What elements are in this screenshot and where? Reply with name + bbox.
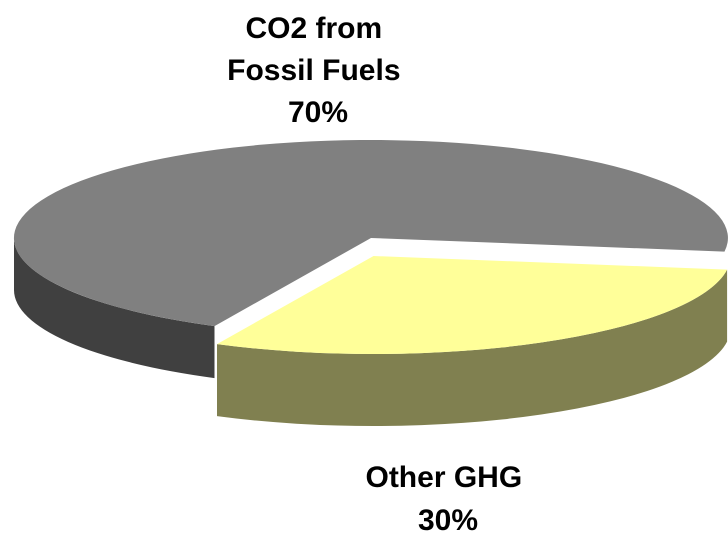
slice-label-other-ghg: Other GHG 30% [365, 461, 530, 537]
slice-side-co2-fossil-fuels [13, 238, 215, 379]
slice-side-other-ghg [217, 269, 728, 427]
slice-label-other-ghg-percent: 30% [418, 504, 478, 537]
slice-group-other-ghg [217, 256, 728, 427]
slice-label-co2-line-2: Fossil Fuels [227, 54, 400, 87]
slice-top-other-ghg [217, 256, 728, 355]
slice-top-co2-fossil-fuels [13, 140, 728, 327]
slice-label-other-ghg-line-1: Other GHG [365, 461, 522, 494]
slice-group-co2-fossil-fuels [13, 140, 728, 379]
slice-label-co2-percent: 70% [288, 96, 348, 129]
slice-label-co2-fossil-fuels: CO2 from Fossil Fuels 70% [227, 12, 409, 129]
slice-label-co2-line-1: CO2 from [245, 12, 382, 45]
